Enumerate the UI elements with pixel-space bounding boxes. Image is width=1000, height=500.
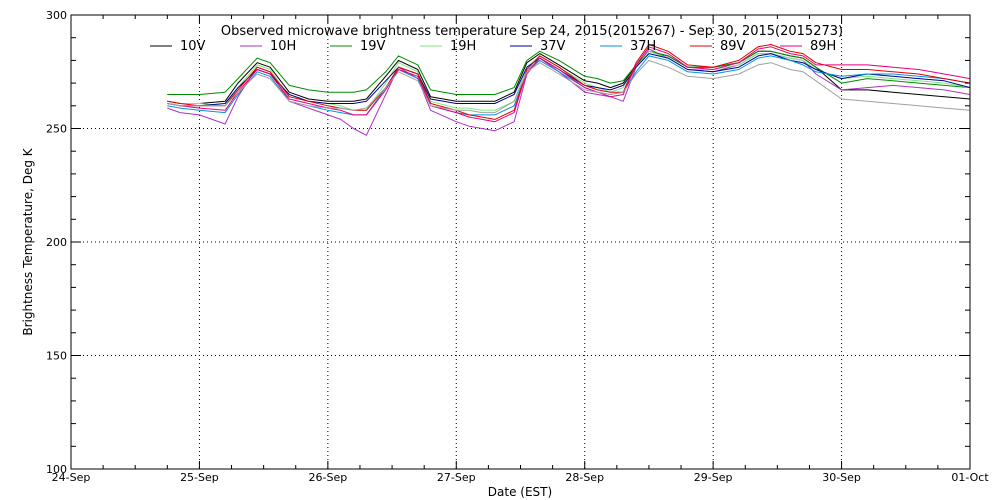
- y-tick-label: 100: [46, 463, 67, 476]
- legend-label: 37V: [540, 39, 566, 54]
- x-tick-label: 28-Sep: [565, 471, 604, 484]
- x-tick-label: 27-Sep: [437, 471, 476, 484]
- series-lines: [167, 44, 971, 136]
- series-line-89h: [167, 46, 971, 123]
- x-tick-label: 29-Sep: [694, 471, 733, 484]
- y-tick-label: 250: [46, 123, 67, 136]
- x-tick-label: 24-Sep: [52, 471, 91, 484]
- x-tick-label: 01-Oct: [951, 471, 989, 484]
- y-tick-label: 300: [46, 9, 67, 22]
- legend-label: 89H: [810, 39, 836, 54]
- legend: 10V 10H 19V 19H 37V 37H 89V 89H: [150, 39, 836, 54]
- series-line-89v: [167, 44, 971, 120]
- chart-title: Observed microwave brightness temperatur…: [221, 24, 843, 39]
- y-tick-label: 200: [46, 236, 67, 249]
- series-line-unlabeled: [167, 59, 971, 114]
- y-tick-label: 150: [46, 350, 67, 363]
- legend-label: 19V: [360, 39, 386, 54]
- y-axis-title: Brightness Temperature, Deg K: [21, 147, 35, 335]
- legend-label: 19H: [450, 39, 476, 54]
- legend-label: 10V: [180, 39, 206, 54]
- axis-ticks: 24-Sep 25-Sep 26-Sep 27-Sep 28-Sep 29-Sep 30-S…: [46, 9, 989, 484]
- series-line-19v: [167, 50, 971, 95]
- x-tick-label: 26-Sep: [309, 471, 348, 484]
- x-axis-title: Date (EST): [488, 485, 552, 499]
- x-tick-label: 25-Sep: [180, 471, 219, 484]
- legend-label: 10H: [270, 39, 296, 54]
- x-tick-label: 30-Sep: [822, 471, 861, 484]
- legend-label: 37H: [630, 39, 656, 54]
- legend-label: 89V: [720, 39, 746, 54]
